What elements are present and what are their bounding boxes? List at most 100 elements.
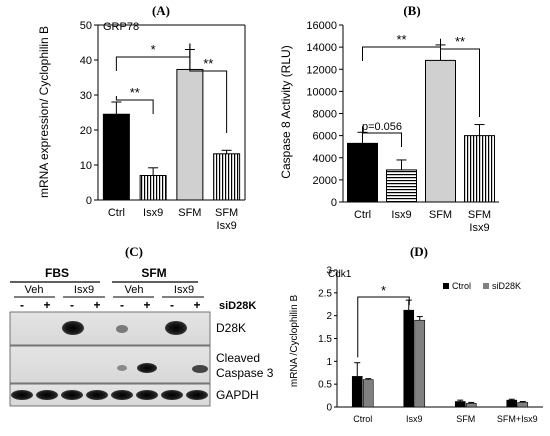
- blot-lane-sign: -: [120, 298, 124, 312]
- blot-sub-isx9-2: Isx9: [174, 284, 194, 296]
- band-d28k-lane7: [165, 321, 187, 335]
- blot-sub-veh-1: Veh: [25, 284, 44, 296]
- chart-d-bar-sid28k-sfm-isx9: [517, 402, 529, 408]
- charta-bar-sfm: [176, 68, 204, 201]
- chartb-bar-sfm-isx9: [464, 135, 495, 203]
- blot-lane-sign: +: [143, 298, 150, 312]
- chart-d-bar-sid28k-ctrol: [362, 379, 374, 408]
- chartb-significance-label: p=0.056: [362, 121, 402, 133]
- charta-category-label: SFM: [215, 207, 238, 219]
- charta-significance-label: **: [203, 56, 213, 71]
- chartb-ytick-label: 16000: [306, 20, 337, 32]
- charta-category-label: Ctrl: [108, 207, 125, 219]
- charta-ytick-label: 40: [80, 55, 92, 67]
- blot-row-label-cleaved: Cleaved: [216, 351, 260, 365]
- chart-d-ytick-label: 1: [326, 357, 332, 368]
- charta-category-label: Isx9: [217, 220, 237, 232]
- panel-b-label: (B): [403, 3, 420, 18]
- chart-d-legend: Ctrol siD28K: [443, 281, 521, 291]
- legend-swatch-sid28k: [483, 283, 489, 289]
- chartb-significance-label: **: [396, 32, 406, 47]
- panel-d-label: (D): [410, 244, 428, 259]
- blot-row-label-gapdh: GAPDH: [216, 388, 259, 402]
- charta-significance-bracket: [115, 96, 154, 114]
- blot-group-fbs: FBS: [45, 266, 69, 280]
- band-gapdh: [11, 390, 33, 400]
- chartb-ytick-label: 14000: [306, 42, 337, 54]
- chart-d-annotation: Cdk1: [328, 269, 352, 280]
- band-gapdh: [136, 390, 158, 400]
- chartb-significance-bracket: [362, 126, 402, 147]
- charta-significance-bracket: [189, 43, 228, 133]
- band-gapdh: [36, 390, 58, 400]
- band-casp-lane6: [137, 363, 157, 373]
- chart-d-significance-label: *: [381, 283, 386, 298]
- panel-c-label: (C): [125, 244, 143, 259]
- blot-sub-veh-2: Veh: [125, 284, 144, 296]
- chart-d-ytick-label: 0.5: [318, 380, 332, 391]
- chart-d-ytick-label: 0: [326, 403, 332, 414]
- band-d28k-lane5: [116, 325, 128, 333]
- chartb-significance-bracket: [440, 38, 480, 117]
- charta-bar-ctrl: [102, 113, 130, 201]
- chart-a-annotation: GRP78: [103, 21, 139, 33]
- band-casp-lane5: [117, 365, 127, 371]
- blot-row-label-caspase3: Caspase 3: [216, 366, 274, 380]
- chartb-ytick-label: 6000: [313, 131, 337, 143]
- chart-d-ytick-label: 3: [326, 266, 332, 277]
- chart-d-category-label: SFM: [456, 414, 475, 424]
- chart-d-bar-sid28k-isx9: [414, 319, 426, 408]
- charta-significance-label: **: [130, 85, 140, 100]
- blot-sub-isx9-1: Isx9: [74, 284, 94, 296]
- charta-category-label: SFM: [178, 207, 201, 219]
- chart-d-category-label: SFM+Isx9: [497, 414, 538, 424]
- band-gapdh: [111, 390, 133, 400]
- blot-lane-sign: -: [20, 298, 24, 312]
- blot-row-gapdh: [9, 383, 211, 407]
- chartb-significance-label: **: [455, 34, 465, 49]
- blot-group-sfm: SFM: [141, 266, 166, 280]
- chart-d-ytick-label: 2: [326, 311, 332, 322]
- chartb-category-label: Isx9: [391, 209, 411, 221]
- blot-lane-sign: -: [170, 298, 174, 312]
- blot-lane-sign: -: [70, 298, 74, 312]
- band-gapdh: [186, 390, 208, 400]
- chart-d-bar-ctrol-ctrol: [351, 376, 363, 408]
- charta-bar-sfm-isx9: [213, 153, 241, 201]
- legend-label-ctrol: Ctrol: [452, 281, 471, 291]
- chartb-category-label: SFM: [468, 209, 491, 221]
- band-d28k-lane3: [62, 321, 84, 335]
- chart-d-significance-bracket: [357, 296, 410, 358]
- chartb-category-label: SFM: [429, 209, 452, 221]
- charta-category-label: Isx9: [143, 207, 163, 219]
- chart-a-ylabel: mRNA expression/ Cyclophilin B: [37, 26, 51, 198]
- chartb-ytick-label: 4000: [313, 153, 337, 165]
- chartb-ytick-label: 0: [331, 197, 337, 209]
- blot-sign-label: siD28K: [219, 300, 256, 312]
- chart-a-grp78: (A) GRP78 mRNA expression/ Cyclophilin B…: [37, 3, 246, 232]
- chartb-bar-sfm: [425, 59, 456, 203]
- western-blot: (C) FBS SFM Veh Isx9 Veh Isx9 - + - + - + - + s…: [9, 244, 274, 407]
- chart-d-bar-sid28k-sfm: [465, 403, 477, 408]
- chart-d-ytick-label: 2.5: [318, 288, 332, 299]
- charta-ytick-label: 10: [80, 160, 92, 172]
- chartb-category-label: Isx9: [469, 222, 489, 234]
- charta-ytick-label: 50: [80, 20, 92, 32]
- chartb-bar-ctrl: [347, 142, 378, 203]
- band-gapdh: [86, 390, 108, 400]
- blot-row-label-d28k: D28K: [216, 321, 246, 335]
- panel-a-label: (A): [152, 3, 170, 18]
- charta-ytick-label: 30: [80, 90, 92, 102]
- blot-lane-sign: +: [193, 298, 200, 312]
- legend-swatch-ctrol: [443, 283, 449, 289]
- charta-significance-label: *: [151, 42, 156, 57]
- band-casp-lane8: [192, 365, 208, 373]
- chartb-bar-isx9: [386, 169, 417, 203]
- blot-lane-sign: +: [43, 298, 50, 312]
- chartb-ytick-label: 10000: [306, 86, 337, 98]
- chart-d-ytick-label: 1.5: [318, 334, 332, 345]
- blot-lane-sign: +: [93, 298, 100, 312]
- blot-row-caspase3: [9, 345, 211, 384]
- chart-d-category-label: Ctrol: [353, 414, 372, 424]
- chart-d-bar-ctrol-sfm: [454, 401, 466, 408]
